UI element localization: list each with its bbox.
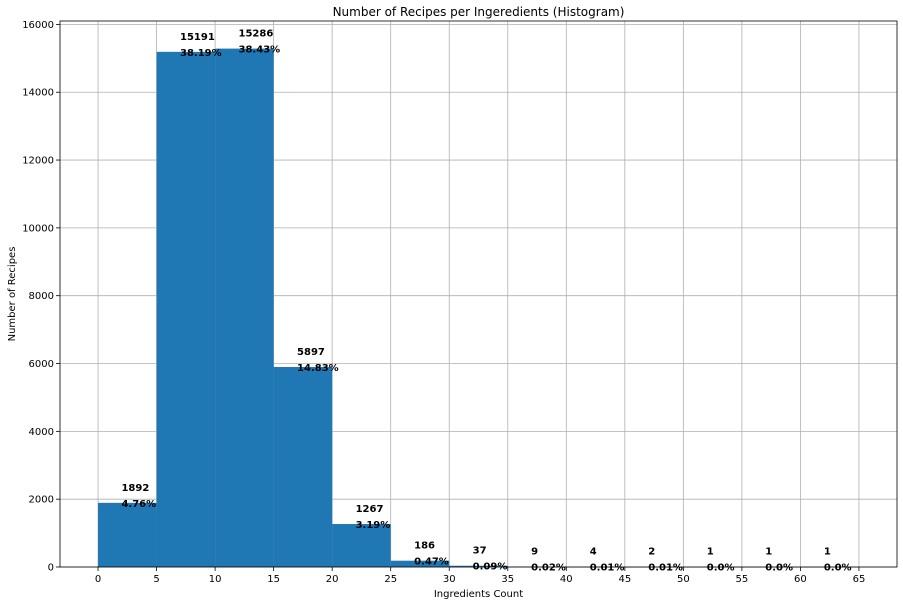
- x-tick-label: 40: [560, 574, 573, 585]
- y-axis-label: Number of Recipes: [7, 247, 18, 342]
- y-tick-label: 0: [48, 563, 54, 574]
- x-tick-label: 20: [326, 574, 339, 585]
- y-tick-label: 12000: [22, 156, 54, 167]
- y-tick-label: 10000: [22, 223, 54, 234]
- x-tick-label: 30: [443, 574, 456, 585]
- bar-percent-label: 0.01%: [648, 563, 683, 574]
- histogram-bar: [332, 524, 391, 567]
- histogram-bars: [98, 48, 859, 568]
- x-tick-label: 60: [794, 574, 807, 585]
- bar-percent-label: 0.09%: [473, 562, 508, 573]
- bar-percent-label: 38.43%: [239, 45, 281, 56]
- bar-count-label: 1: [707, 547, 714, 558]
- bar-percent-label: 0.0%: [707, 563, 735, 574]
- y-tick-label: 4000: [29, 427, 54, 438]
- bar-count-label: 1267: [356, 504, 384, 515]
- bar-count-label: 1892: [121, 483, 149, 494]
- histogram-bar: [390, 560, 450, 567]
- bar-count-label: 37: [473, 546, 487, 557]
- bar-percent-label: 0.0%: [765, 563, 793, 574]
- histogram-bar: [215, 48, 274, 567]
- y-tick-label: 16000: [22, 20, 54, 31]
- y-axis-ticks: 0 2000 4000 6000 8000 10000 12000 14000 16000: [22, 20, 60, 574]
- x-tick-label: 35: [501, 574, 514, 585]
- histogram-bar: [273, 367, 333, 567]
- histogram-bar: [449, 565, 508, 567]
- bar-percent-label: 14.83%: [297, 363, 339, 374]
- histogram-bar: [156, 51, 216, 567]
- chart-title: Number of Recipes per Ingeredients (Hist…: [333, 5, 625, 19]
- y-tick-label: 8000: [29, 291, 54, 302]
- bar-count-label: 5897: [297, 347, 325, 358]
- y-tick-label: 2000: [29, 495, 54, 506]
- bar-count-label: 2: [648, 547, 655, 558]
- bar-count-label: 15191: [180, 32, 215, 43]
- plot-frame: [59, 20, 898, 568]
- x-axis-ticks: 0 5 10 15 20 25 30 35 40 45 50 55 60 65: [95, 567, 865, 585]
- bar-count-label: 1: [765, 547, 772, 558]
- bar-percent-label: 0.47%: [414, 557, 449, 568]
- grid-lines: [60, 21, 897, 568]
- bar-percent-label: 0.01%: [590, 563, 625, 574]
- x-tick-label: 5: [153, 574, 159, 585]
- x-tick-label: 0: [95, 574, 101, 585]
- bar-count-label: 9: [531, 547, 538, 558]
- x-tick-label: 10: [209, 574, 222, 585]
- bar-count-label: 186: [414, 541, 435, 552]
- bar-percent-label: 0.0%: [824, 563, 852, 574]
- x-tick-label: 55: [736, 574, 749, 585]
- y-tick-label: 6000: [29, 359, 54, 370]
- bar-percent-label: 38.19%: [180, 48, 222, 59]
- x-axis-label: Ingredients Count: [434, 589, 523, 600]
- y-tick-label: 14000: [22, 88, 54, 99]
- bar-count-label: 15286: [239, 29, 274, 40]
- x-tick-label: 65: [853, 574, 866, 585]
- bar-data-labels: 1892 4.76% 15191 38.19% 15286 38.43% 5897 14.83…: [121, 29, 851, 574]
- bar-percent-label: 4.76%: [121, 499, 156, 510]
- bar-count-label: 1: [824, 547, 831, 558]
- histogram-bar: [98, 502, 157, 567]
- x-tick-label: 25: [384, 574, 397, 585]
- bar-count-label: 4: [590, 547, 597, 558]
- bar-percent-label: 3.19%: [356, 520, 391, 531]
- bar-percent-label: 0.02%: [531, 563, 566, 574]
- x-tick-label: 45: [618, 574, 631, 585]
- x-tick-label: 50: [677, 574, 690, 585]
- x-tick-label: 15: [267, 574, 280, 585]
